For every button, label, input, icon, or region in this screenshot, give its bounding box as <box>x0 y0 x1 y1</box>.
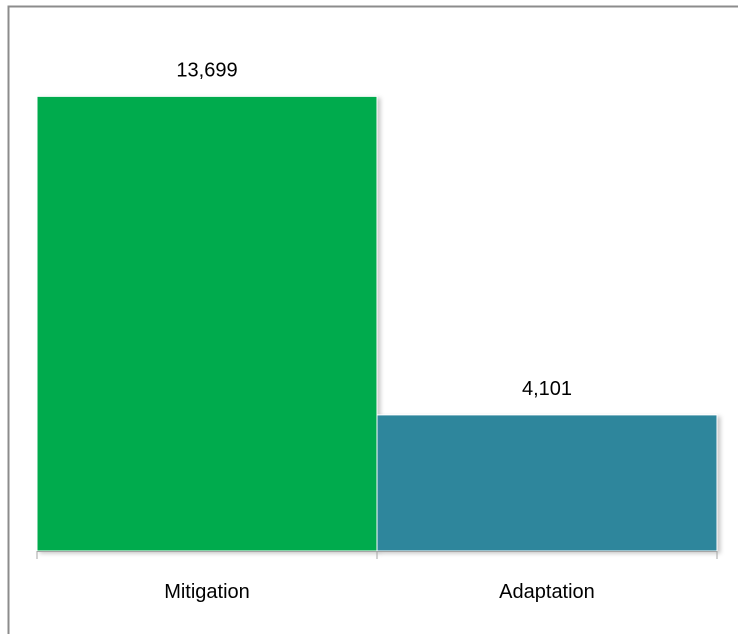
chart-border <box>7 5 738 634</box>
x-axis <box>36 551 718 559</box>
labels-layer: 13,699 Mitigation 4,101 Adaptation <box>164 59 595 603</box>
data-label-adaptation: 4,101 <box>522 378 572 400</box>
bar-adaptation <box>376 414 718 552</box>
x-tick-label-mitigation: Mitigation <box>164 581 250 603</box>
data-label-mitigation: 13,699 <box>176 59 237 81</box>
x-tick-label-adaptation: Adaptation <box>499 581 595 603</box>
bar-mitigation <box>36 95 378 552</box>
bars-layer <box>36 95 718 552</box>
